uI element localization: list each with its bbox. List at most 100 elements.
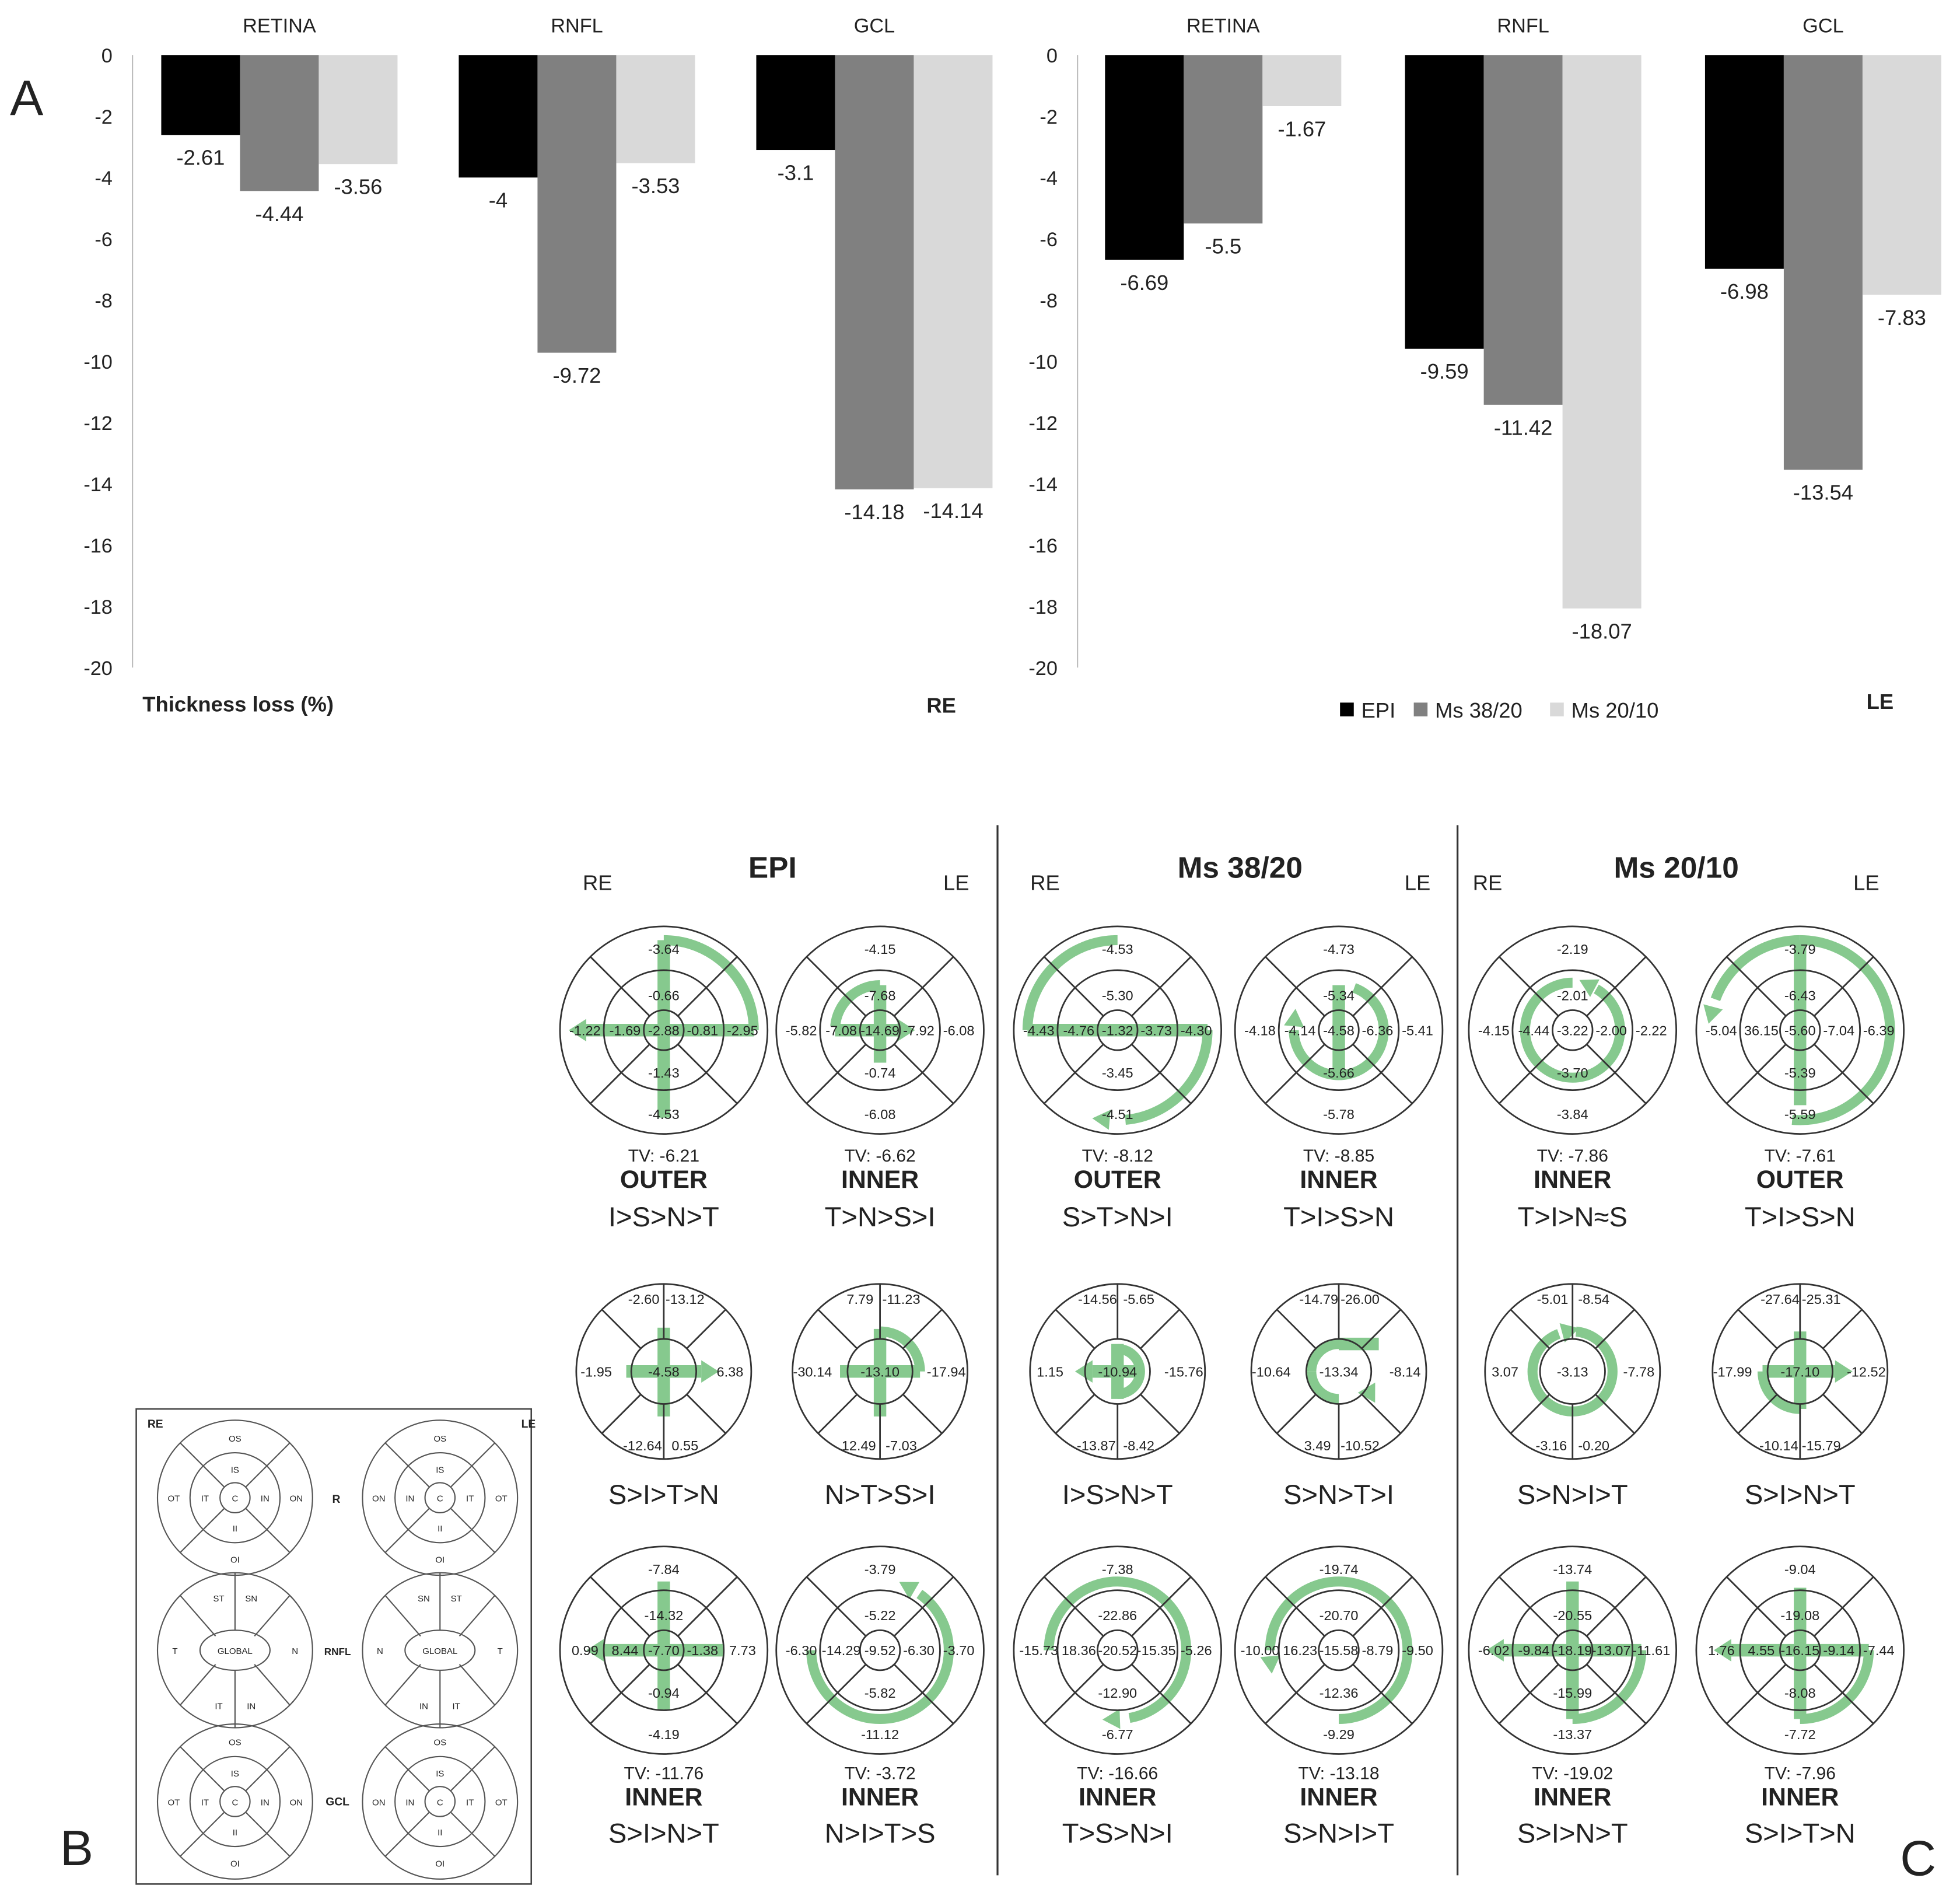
mini-sector-label: IS <box>231 1465 239 1475</box>
sector-value: -4.18 <box>1244 1023 1276 1038</box>
category-label: GCL <box>1803 15 1843 37</box>
mini-sector-label: OI <box>230 1859 240 1869</box>
bar-data-label: -9.72 <box>552 363 601 387</box>
sector-value: -15.58 <box>1320 1643 1359 1658</box>
sector-line <box>902 1309 943 1349</box>
sector-line <box>1822 1309 1863 1349</box>
total-volume: TV: -7.86 <box>1537 1146 1608 1166</box>
sector-value: -5.41 <box>1402 1023 1433 1038</box>
category-label: RNFL <box>1497 15 1549 37</box>
arrow-arc <box>830 980 880 1027</box>
sector-value: 1.15 <box>1037 1364 1063 1379</box>
bar <box>1105 55 1184 260</box>
middle-ring <box>1511 969 1634 1092</box>
layout-legend-box: RE LE OS IS OT IT C IN ON II OI OS IS ON IN C IT OT II OI ST… <box>135 1408 536 1885</box>
sector-value: -5.34 <box>1323 988 1354 1003</box>
sector-value: -14.29 <box>822 1643 861 1658</box>
sector-value: -9.04 <box>1784 1562 1816 1577</box>
mini-sector-label: OT <box>167 1494 180 1504</box>
sector-value: -0.81 <box>687 1023 718 1038</box>
sector-line <box>1352 1044 1413 1104</box>
bar-data-label: -5.5 <box>1205 234 1241 258</box>
sector-value: -3.79 <box>1784 942 1816 957</box>
sector-line <box>1276 1309 1317 1349</box>
rnfl-thickness-diagram: -2.60 -13.12 -1.95 -4.58 6.38 -12.64 0.55 <box>575 1283 752 1460</box>
legend-swatch <box>1340 702 1354 716</box>
sector-value: -3.70 <box>1557 1065 1588 1080</box>
y-tick-label: -14 <box>1028 474 1058 496</box>
sector-value: -6.08 <box>864 1107 896 1122</box>
mini-sector-label: IN <box>405 1797 414 1807</box>
sector-value: -4.14 <box>1284 1023 1316 1038</box>
mini-rnfl-diagram: SN ST N GLOBAL T IN IT <box>362 1572 519 1729</box>
outer-ring <box>775 925 985 1135</box>
sector-value: -22.86 <box>1098 1608 1137 1623</box>
y-tick-label: -2 <box>1040 106 1057 128</box>
retina-thickness-diagram: -4.73 -5.34 -4.18 -4.14 -4.58 -6.36 -5.41 -5.66… <box>1234 925 1444 1135</box>
le-label: LE <box>1405 871 1431 895</box>
bar <box>1783 55 1863 470</box>
chart-legend: EPI Ms 38/20 Ms 20/10 <box>1340 698 1658 722</box>
sector-line <box>806 1576 867 1637</box>
sector-value: -4.19 <box>648 1727 680 1742</box>
middle-ring <box>819 969 941 1092</box>
mini-sector-label: IN <box>405 1494 414 1504</box>
y-tick-label: -6 <box>94 229 112 251</box>
outer-ring <box>1468 1545 1678 1755</box>
center-ring <box>1552 1629 1594 1671</box>
bar-data-label: -18.07 <box>1572 619 1632 643</box>
sector-value: 8.44 <box>612 1643 639 1658</box>
sector-value: -4.58 <box>1323 1023 1354 1038</box>
bar <box>616 55 695 163</box>
sector-value: -5.04 <box>1706 1023 1737 1038</box>
sector-line <box>1737 1394 1778 1434</box>
mini-sector-label: T <box>172 1646 177 1656</box>
mini-sector-label: II <box>233 1828 237 1838</box>
sector-order: S>N>I>T <box>1283 1818 1394 1849</box>
sector-value: -1.95 <box>580 1364 612 1379</box>
center-ring <box>1779 1629 1821 1671</box>
legend-entry: Ms 20/10 <box>1572 698 1659 722</box>
sector-value: -3.84 <box>1557 1107 1588 1122</box>
sector-value: -8.79 <box>1362 1643 1394 1658</box>
mini-sector-label: II <box>438 1828 442 1838</box>
sector-value: -6.30 <box>786 1643 817 1658</box>
sector-line <box>180 1442 225 1488</box>
sector-value: -10.94 <box>1098 1364 1137 1379</box>
sector-line <box>1265 1576 1325 1637</box>
sector-value: -16.15 <box>1780 1643 1819 1658</box>
sector-line <box>893 1044 954 1104</box>
y-tick-label: -12 <box>83 412 113 435</box>
arrow-arc <box>1306 1339 1339 1372</box>
arrow-head <box>1486 1639 1504 1662</box>
sector-line <box>450 1508 496 1553</box>
sector-line <box>1595 1394 1635 1434</box>
sector-value: -4.43 <box>1023 1023 1055 1038</box>
sector-value: -5.82 <box>786 1023 817 1038</box>
sector-value: -11.12 <box>861 1727 899 1742</box>
y-tick-label: -10 <box>83 351 113 373</box>
mini-sector-label: C <box>437 1797 443 1807</box>
sector-order: I>S>N>T <box>608 1201 719 1232</box>
sector-value: 3.49 <box>1304 1438 1331 1453</box>
bar <box>240 55 319 191</box>
group-title: EPI <box>748 850 797 884</box>
mini-sector-label: GLOBAL <box>218 1646 253 1656</box>
bar-data-label: -9.59 <box>1420 359 1469 383</box>
bar <box>1562 55 1642 608</box>
sector-line <box>1140 1394 1180 1434</box>
sector-value: -7.78 <box>1623 1364 1654 1379</box>
mini-sector-label: OT <box>495 1797 508 1807</box>
total-volume: TV: -7.61 <box>1765 1146 1836 1166</box>
bar <box>914 55 993 488</box>
sector-value: -2.22 <box>1636 1023 1667 1038</box>
sector-line <box>450 1746 496 1792</box>
retina-thickness-diagram: -19.74 -20.70 -10.00 16.23 -15.58 -8.79 -9.50 -… <box>1234 1545 1444 1755</box>
sector-value: -1.38 <box>687 1643 718 1658</box>
dominant-layer: OUTER <box>1756 1166 1844 1194</box>
legend-swatch <box>1413 702 1428 716</box>
dominant-layer: OUTER <box>1074 1166 1161 1194</box>
sector-value: -27.64 <box>1760 1292 1800 1307</box>
sector-line <box>1499 956 1559 1017</box>
